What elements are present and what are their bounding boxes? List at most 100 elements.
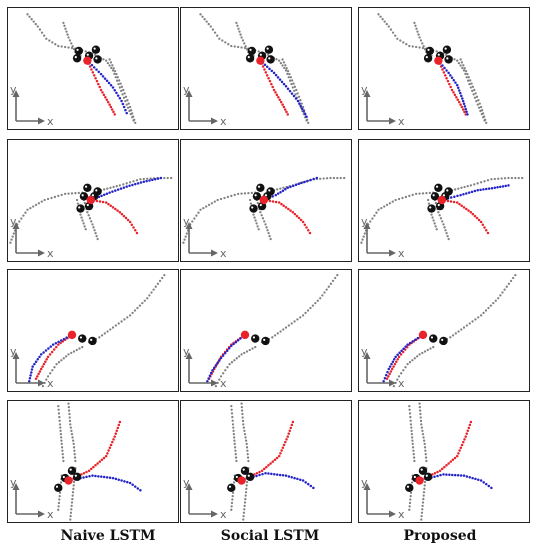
prediction-point [111,476,115,480]
ground-truth-point [277,96,280,99]
observed-point [483,115,486,118]
observed-point [468,322,471,325]
observed-point [409,423,413,426]
observed-point [72,480,76,484]
observed-point [68,416,71,419]
observed-point [235,21,238,25]
observed-point [421,508,424,511]
prediction-point [102,475,106,479]
observed-point [492,302,495,305]
observed-point [185,232,188,235]
observed-point [59,426,62,429]
prediction-point [216,361,219,365]
observed-point [57,361,61,364]
ground-truth-point [452,200,456,204]
observed-point [419,412,422,416]
observed-point [142,177,145,181]
observed-point [433,222,436,225]
observed-point [423,480,427,484]
observed-point [62,21,65,25]
prediction-point [388,365,392,368]
prediction-point [499,185,502,189]
observed-point [62,459,65,463]
observed-point [32,205,35,208]
prediction-point [92,66,96,69]
ground-truth-point [109,105,113,109]
observed-point [361,238,364,241]
observed-point [332,176,336,180]
observed-point [460,186,463,189]
observed-point [243,42,246,45]
observed-point [261,217,265,220]
pedestrian-agent [442,45,452,54]
ground-truth-point [101,91,104,94]
prediction-point [290,476,293,479]
observed-point [64,27,67,30]
observed-point [230,361,234,364]
prediction-point [462,193,465,196]
prediction-point [105,476,109,479]
observed-point [60,359,63,362]
observed-point [279,187,282,190]
observed-point [363,232,366,235]
prediction-point [443,66,446,70]
observed-point [421,433,425,436]
observed-point [442,223,445,226]
prediction-point [482,188,485,191]
observed-point [74,459,77,463]
observed-point [146,177,149,180]
observed-point [50,196,53,200]
ground-truth-point [303,223,307,226]
panel-r2-social-lstm: yx [180,139,352,262]
ground-truth-point [451,458,455,462]
ground-truth-point [261,65,265,68]
observed-point [512,276,515,280]
ground-truth-point [255,471,259,475]
prediction-point [122,105,126,109]
observed-point [231,498,234,501]
observed-point [72,350,76,353]
observed-point [226,366,229,369]
observed-point [282,61,286,64]
prediction-point [209,371,213,375]
ground-truth-point [443,74,447,77]
observed-point [67,192,70,195]
observed-point [240,402,243,405]
observed-point [325,177,329,180]
prediction-point [284,85,288,88]
observed-point [158,279,162,283]
target-pedestrian [83,56,92,65]
observed-point [149,177,152,180]
prediction-point [294,97,298,100]
ground-truth-point [95,199,99,203]
observed-point [466,79,470,82]
observed-point [131,311,134,315]
observed-point [205,205,208,208]
observed-point [197,211,200,214]
observed-point [409,419,412,422]
observed-point [418,36,421,39]
observed-point [255,222,258,225]
ground-truth-point [287,432,291,435]
ground-truth-point [305,226,308,229]
observed-point [336,176,339,180]
pedestrian-eye [432,194,435,197]
observed-point [84,228,87,231]
prediction-point [501,185,505,188]
prediction-point [496,186,499,189]
prediction-point [109,84,113,87]
observed-point [74,192,77,195]
ground-truth-point [107,202,110,206]
prediction-point [482,481,485,484]
observed-point [238,355,241,358]
observed-point [257,50,260,53]
ground-truth-point [461,108,465,111]
prediction-point [49,345,53,348]
observed-point [129,109,133,112]
observed-point [230,501,234,505]
ground-truth-point [90,68,93,71]
prediction-point [117,478,120,481]
observed-point [420,518,423,521]
observed-point [248,198,252,202]
observed-point [476,182,479,185]
